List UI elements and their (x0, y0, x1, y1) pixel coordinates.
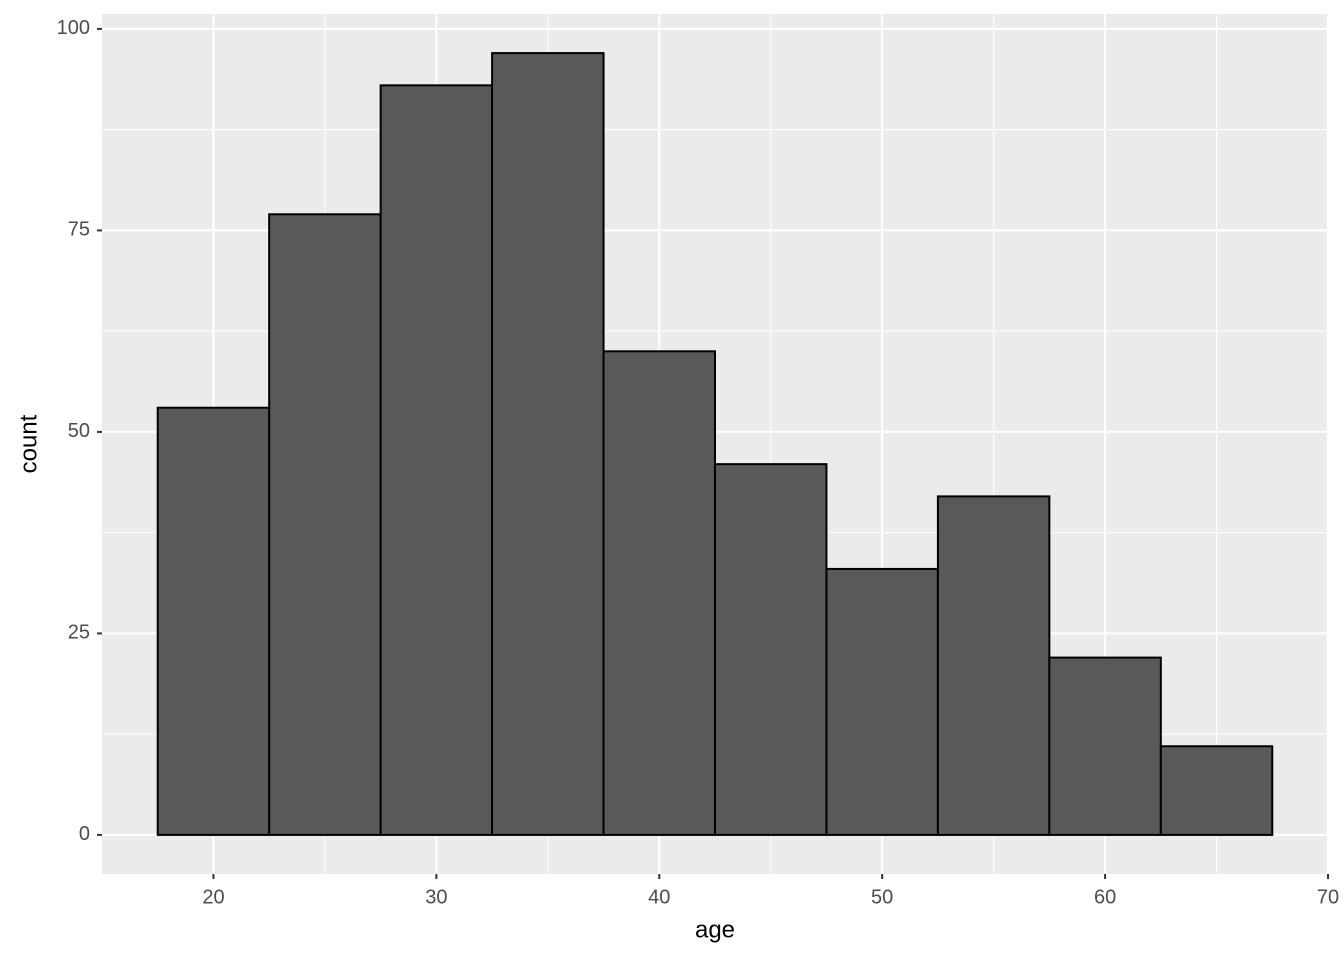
x-tick-label: 20 (202, 886, 224, 908)
x-axis-title: age (695, 916, 735, 943)
bar (714, 463, 828, 836)
x-tick-label: 40 (648, 886, 670, 908)
bar (936, 495, 1051, 836)
y-tick-label: 75 (68, 219, 90, 241)
axes: 20 30 40 50 60 70 0 25 50 75 100 (57, 17, 1340, 908)
y-tick-label: 50 (68, 420, 90, 442)
x-tick-label: 70 (1317, 886, 1339, 908)
y-tick-label: 100 (57, 17, 90, 39)
x-tick-label: 50 (871, 886, 893, 908)
bar (1048, 656, 1162, 836)
bars (156, 52, 1274, 836)
x-tick-label: 30 (425, 886, 447, 908)
bar (268, 213, 382, 836)
bar (491, 52, 605, 836)
bar (602, 350, 717, 836)
y-tick-label: 0 (79, 823, 90, 845)
bar (379, 84, 494, 836)
bar (1159, 745, 1274, 836)
bar (156, 406, 271, 836)
bar (825, 567, 939, 836)
y-axis-title: count (15, 414, 42, 473)
x-tick-label: 60 (1094, 886, 1116, 908)
y-tick-label: 25 (68, 622, 90, 644)
